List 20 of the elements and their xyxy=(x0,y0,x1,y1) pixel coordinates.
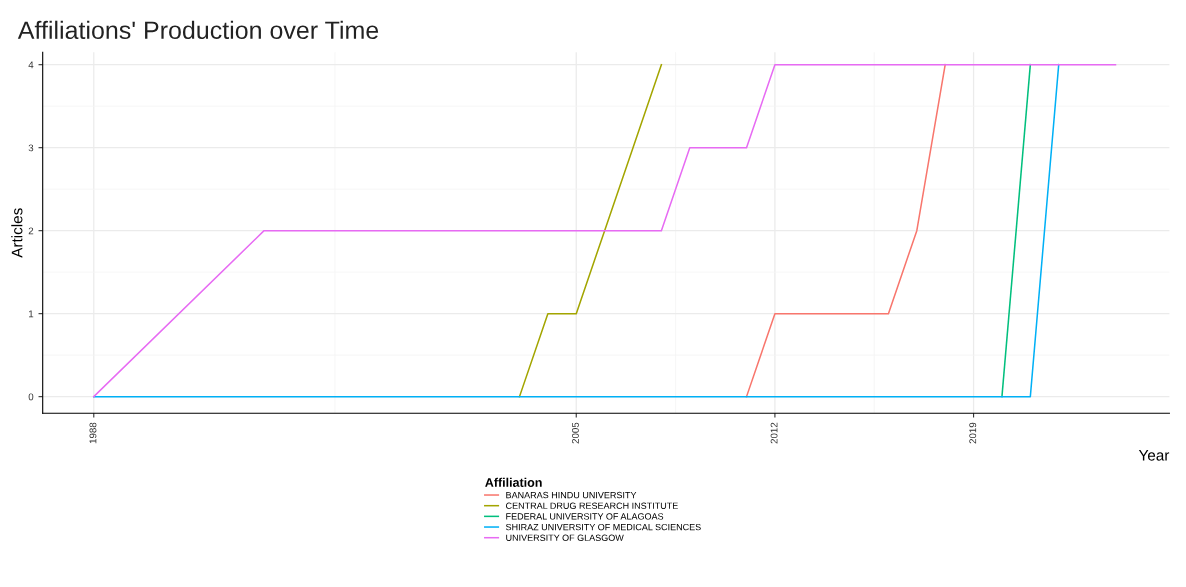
x-tick-label: 2005 xyxy=(571,422,579,444)
legend-title: Affiliation xyxy=(485,477,542,487)
x-tick-label: 1988 xyxy=(89,422,97,444)
y-tick-label: 0 xyxy=(28,393,34,401)
x-tick-label: 2012 xyxy=(770,422,778,444)
y-axis-title: Articles xyxy=(11,208,23,258)
chart-title: Affiliations' Production over Time xyxy=(17,20,379,40)
legend-label: UNIVERSITY OF GLASGOW xyxy=(506,534,624,541)
line-series xyxy=(518,63,663,398)
y-tick-label: 4 xyxy=(28,61,34,69)
y-tick-label: 3 xyxy=(28,144,34,152)
x-axis-title: Year xyxy=(1138,450,1170,461)
line-series xyxy=(745,63,946,398)
legend-label: BANARAS HINDU UNIVERSITY xyxy=(506,491,637,499)
x-tick-label: 2019 xyxy=(969,422,977,444)
legend-label: CENTRAL DRUG RESEARCH INSTITUTE xyxy=(506,502,678,509)
y-tick-label: 1 xyxy=(29,310,34,318)
y-tick-label: 2 xyxy=(28,227,34,235)
legend-label: SHIRAZ UNIVERSITY OF MEDICAL SCIENCES xyxy=(505,523,701,531)
legend-label: FEDERAL UNIVERSITY OF ALAGOAS xyxy=(506,513,664,520)
